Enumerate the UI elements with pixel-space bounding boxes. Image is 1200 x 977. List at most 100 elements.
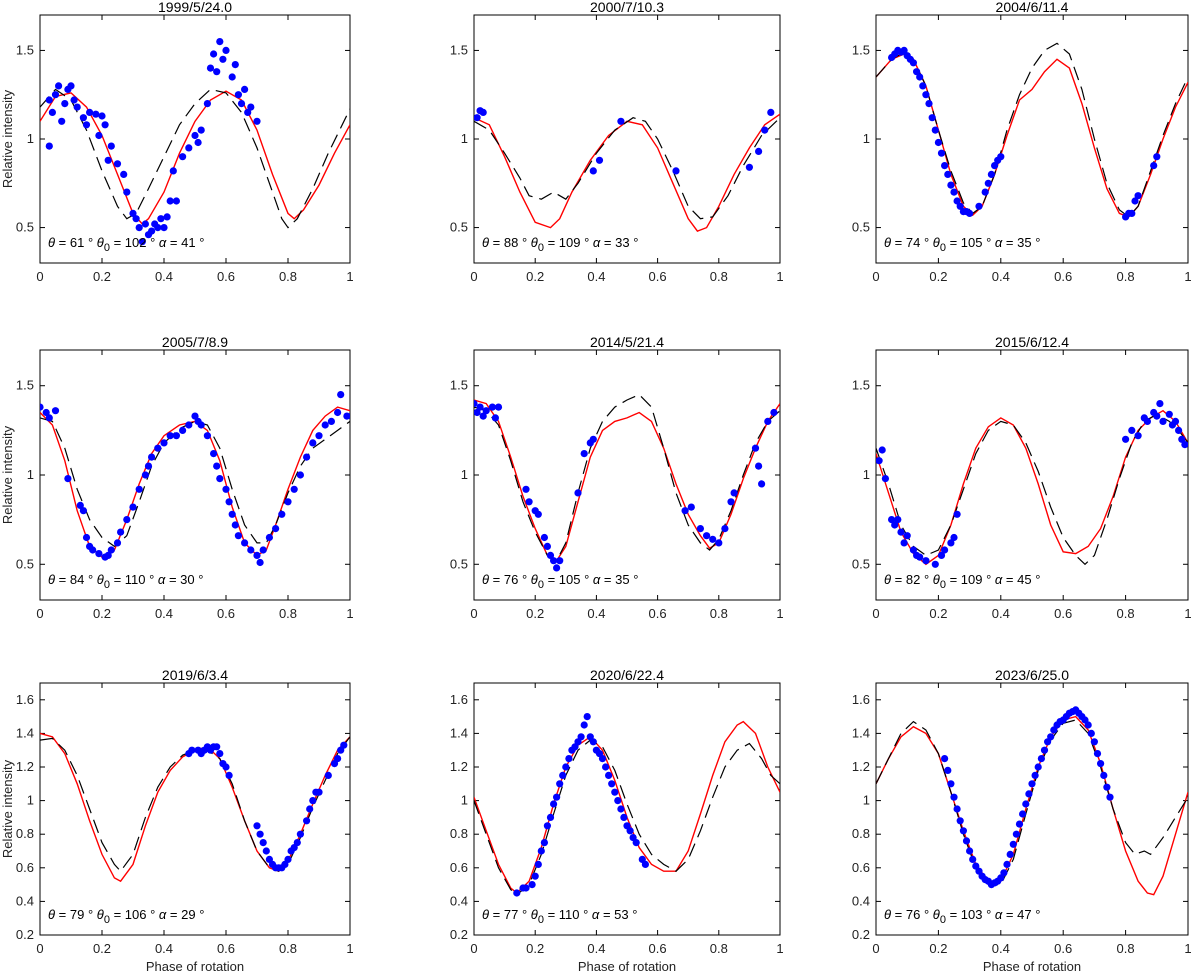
observed-point xyxy=(721,525,729,533)
observed-point xyxy=(891,521,899,529)
theta0-symbol: θ xyxy=(933,907,940,922)
theta-value: = 84 ° xyxy=(55,572,97,587)
y-tick-label: 1 xyxy=(461,793,468,808)
observed-point xyxy=(474,408,481,417)
observed-point xyxy=(40,403,44,411)
observed-point xyxy=(761,126,769,134)
observed-point xyxy=(166,197,174,205)
panel-9: 0 0.2 0.4 0.6 0.8 10.20.40.60.811.21.41.62023… xyxy=(852,667,1192,974)
observed-point xyxy=(953,197,961,205)
observed-point xyxy=(104,551,112,560)
x-tick-label: 0 xyxy=(36,606,43,621)
observed-point xyxy=(709,535,717,543)
observed-point xyxy=(767,108,775,116)
theta0-subscript: 0 xyxy=(104,579,110,591)
observed-point xyxy=(247,546,255,554)
observed-point xyxy=(113,160,122,168)
observed-point xyxy=(1128,426,1136,434)
y-tick-label: 0.6 xyxy=(16,860,34,875)
x-tick-label: 0.6 xyxy=(649,941,667,956)
panel-6: 0 0.2 0.4 0.6 0.8 1 0.5 1 1.5 2015/6/12.4 θ = 82 °… xyxy=(852,334,1192,621)
observed-point xyxy=(117,528,125,536)
alpha-value: = 30 ° xyxy=(165,572,203,587)
observed-point xyxy=(188,746,196,754)
observed-point xyxy=(163,213,171,221)
observed-point xyxy=(900,46,908,55)
alpha-value: = 35 ° xyxy=(600,572,638,587)
observed-point xyxy=(222,485,230,493)
observed-point xyxy=(45,96,53,104)
observed-point xyxy=(129,503,137,511)
observed-point xyxy=(602,763,610,771)
y-tick-label: 1.4 xyxy=(16,725,34,740)
observed-point xyxy=(1022,800,1030,808)
y-tick-label: 0.2 xyxy=(852,927,870,942)
alpha-value: = 47 ° xyxy=(1002,907,1040,922)
x-tick-label: 0 xyxy=(872,606,879,621)
observed-point xyxy=(956,817,964,825)
observed-point xyxy=(259,839,267,847)
observed-point xyxy=(160,439,168,447)
plot-frame xyxy=(473,682,781,936)
observed-point xyxy=(45,414,53,422)
observed-point xyxy=(556,780,564,788)
observed-point xyxy=(213,743,221,751)
panel-title: 2014/5/21.4 xyxy=(590,334,664,350)
observed-point xyxy=(1031,771,1039,780)
y-tick-label: 0.4 xyxy=(450,893,468,908)
observed-point xyxy=(343,412,350,420)
observed-point xyxy=(1134,192,1142,200)
observed-point xyxy=(51,91,60,99)
observed-point xyxy=(876,457,883,465)
observed-point xyxy=(474,400,478,408)
alpha-symbol: α xyxy=(593,572,601,587)
theta-symbol: θ xyxy=(482,907,489,922)
y-tick-label: 1.6 xyxy=(852,692,870,707)
observed-point xyxy=(253,551,261,560)
observed-point xyxy=(1012,830,1021,838)
observed-point xyxy=(107,546,115,554)
x-tick-label: 0 xyxy=(36,269,43,284)
x-tick-label: 0 xyxy=(470,606,477,621)
observed-point xyxy=(253,117,261,125)
x-tick-label: 0.4 xyxy=(992,606,1010,621)
y-axis-label: Relative intensity xyxy=(0,425,15,524)
x-tick-label: 0.6 xyxy=(1054,606,1072,621)
observed-point xyxy=(296,471,304,479)
plot-area xyxy=(876,42,1188,221)
y-tick-label: 1.2 xyxy=(852,759,870,774)
theta-value: = 61 ° xyxy=(55,235,97,250)
observed-point xyxy=(528,881,536,889)
observed-point xyxy=(1084,721,1092,729)
alpha-value: = 33 ° xyxy=(600,235,638,250)
y-tick-label: 1.5 xyxy=(852,42,870,57)
y-tick-label: 0.2 xyxy=(450,927,468,942)
model-curve-dashed xyxy=(474,117,780,220)
x-tick-label: 0.8 xyxy=(710,606,728,621)
observed-point xyxy=(703,532,711,540)
observed-point xyxy=(197,421,205,429)
theta-value: = 76 ° xyxy=(489,572,531,587)
model-curve-red xyxy=(474,113,780,232)
observed-point xyxy=(984,179,992,187)
observed-point xyxy=(61,100,69,108)
x-tick-label: 0.2 xyxy=(526,606,544,621)
model-curve-dashed xyxy=(40,88,350,229)
x-tick-label: 0.4 xyxy=(587,606,605,621)
observed-point xyxy=(1134,432,1142,440)
observed-point xyxy=(589,167,597,175)
x-tick-label: 1 xyxy=(776,606,783,621)
observed-point xyxy=(476,403,484,411)
observed-point xyxy=(203,432,211,440)
observed-point xyxy=(278,510,286,518)
panel-title: 2004/6/11.4 xyxy=(996,0,1069,15)
observed-point xyxy=(755,147,763,155)
observed-point xyxy=(919,82,927,90)
observed-point xyxy=(185,144,193,152)
x-tick-label: 0.6 xyxy=(649,606,667,621)
observed-point xyxy=(210,450,218,458)
observed-point xyxy=(1150,162,1158,170)
observed-point xyxy=(947,181,955,189)
observed-point xyxy=(194,138,202,147)
